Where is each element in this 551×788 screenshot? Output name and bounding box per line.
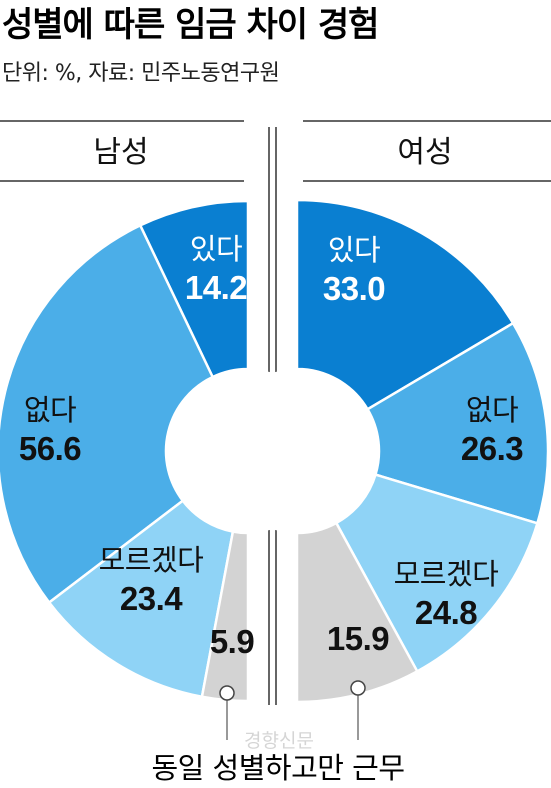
men-slice-value-3: 5.9 [210, 623, 255, 660]
women-panel: 여성 [303, 120, 551, 182]
men-slice-name-0: 있다 [190, 234, 242, 266]
men-slice-label-3: 5.9 [210, 623, 255, 660]
chart-subtitle: 단위: %, 자료: 민주노동연구원 [2, 61, 279, 86]
women-panel-label: 여성 [397, 135, 452, 170]
men-slice-name-1: 없다 [24, 394, 76, 427]
women-donut-hole [215, 369, 379, 533]
men-callout-dot [219, 685, 235, 701]
women-slice-value-1: 26.3 [461, 430, 523, 467]
men-slice-name-2: 모르겠다 [99, 545, 204, 577]
men-panel-label: 남성 [93, 135, 148, 170]
women-slice-name-2: 모르겠다 [394, 559, 499, 591]
women-half-donut [215, 198, 550, 704]
women-slice-value-2: 24.8 [415, 594, 477, 631]
same-gender-callout-label: 동일 성별하고만 근무 [151, 751, 404, 785]
men-slice-value-0: 14.2 [185, 269, 247, 306]
men-panel: 남성 [0, 120, 244, 182]
women-callout-dot [350, 680, 366, 696]
men-slice-value-2: 23.4 [120, 580, 183, 617]
men-slice-value-1: 56.6 [19, 430, 81, 467]
women-slice-value-0: 33.0 [323, 270, 385, 307]
women-slice-name-1: 없다 [466, 394, 518, 427]
chart-title: 성별에 따른 임금 차이 경험 [2, 5, 378, 45]
men-slice-1 [0, 223, 215, 605]
callout-group: 동일 성별하고만 근무 [151, 680, 405, 785]
women-slice-name-0: 있다 [328, 235, 380, 267]
newspaper-watermark: 경향신문 [244, 730, 314, 752]
women-slice-label-3: 15.9 [327, 620, 390, 657]
women-slice-value-3: 15.9 [327, 620, 389, 657]
